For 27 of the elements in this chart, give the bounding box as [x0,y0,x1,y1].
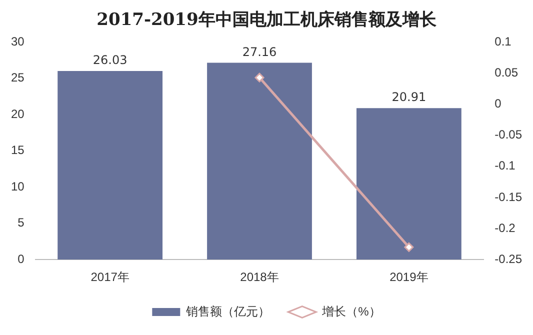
bar [58,70,163,260]
y2-tick-label: 0.05 [494,66,518,80]
data-label: 26.03 [92,53,128,68]
x-tick-label: 2019年 [390,270,428,284]
y-tick-label: 25 [10,70,25,85]
legend-label: 增长（%） [321,304,381,318]
y-tick-label: 20 [10,106,25,121]
y2-tick-label: -0.25 [494,252,522,266]
chart-title: 2017-2019年中国电加工机床销售额及增长 [96,9,438,32]
data-label: 20.91 [392,90,426,104]
y2-tick-label: 0.1 [494,34,512,49]
x-tick-label: 2017年 [90,270,130,284]
y2-tick-label: -0.15 [494,190,522,204]
y2-tick-label: 0 [494,96,502,111]
y-tick-label: 10 [10,179,25,194]
legend-label: 销售额（亿元） [185,304,270,318]
y2-tick-label: -0.1 [494,158,516,173]
x-tick-label: 2018年 [240,270,279,284]
y2-tick-label: -0.05 [494,128,522,142]
bar [207,62,312,260]
y-tick-label: 5 [18,216,25,230]
data-label: 27.16 [242,44,277,59]
bar [356,108,462,260]
y-tick-label: 15 [10,143,25,158]
y-tick-label: 0 [18,252,25,266]
y2-tick-label: -0.2 [494,220,516,235]
y-tick-label: 30 [10,34,25,49]
